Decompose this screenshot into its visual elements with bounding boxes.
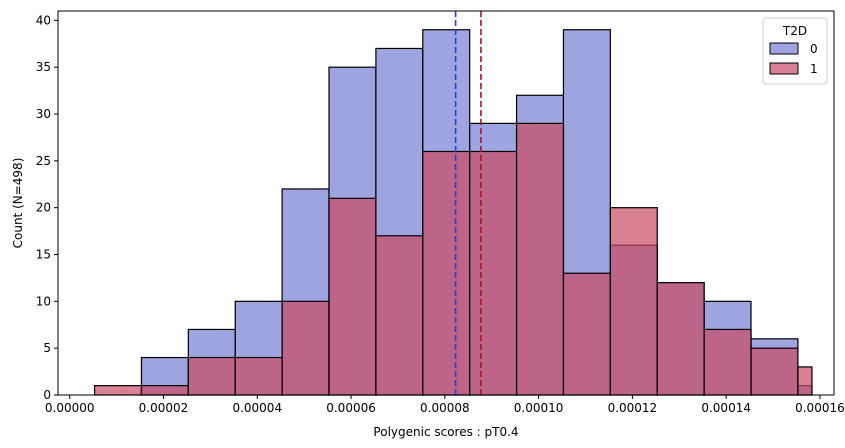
y-tick-label: 30 bbox=[36, 107, 51, 121]
x-tick-label: 0.00006 bbox=[326, 401, 376, 415]
bar-series-1-bin-0 bbox=[93, 385, 143, 396]
legend-title: T2D bbox=[782, 24, 807, 38]
bar-series-1-bin-12 bbox=[656, 282, 705, 396]
bar-series-1-bin-6 bbox=[375, 235, 424, 396]
y-tick-label: 35 bbox=[36, 60, 51, 74]
x-tick-label: 0.00014 bbox=[701, 401, 751, 415]
x-axis-label: Polygenic scores : pT0.4 bbox=[373, 425, 518, 439]
y-tick-label: 25 bbox=[36, 154, 51, 168]
bar-series-1-bin-1 bbox=[140, 385, 189, 396]
x-tick-label: 0.00002 bbox=[139, 401, 189, 415]
bar-series-1-bin-4 bbox=[281, 300, 330, 396]
y-tick-label: 20 bbox=[36, 201, 51, 215]
x-tick-label: 0.00012 bbox=[608, 401, 658, 415]
bar-series-1-bin-2 bbox=[187, 356, 236, 396]
bar-series-1-bin-14 bbox=[750, 347, 799, 396]
bar-series-1-bin-7 bbox=[422, 150, 471, 396]
x-tick-label: 0.00004 bbox=[232, 401, 282, 415]
bars-layer bbox=[93, 29, 813, 396]
bar-series-1-bin-11 bbox=[609, 207, 658, 396]
y-tick-label: 0 bbox=[43, 388, 51, 402]
y-tick-label: 40 bbox=[36, 13, 51, 27]
bar-series-1-bin-9 bbox=[515, 122, 565, 396]
x-tick-label: 0.00010 bbox=[514, 401, 564, 415]
y-tick-label: 5 bbox=[43, 341, 51, 355]
y-axis-ticks: 0 5 10 15 20 25 30 35 40 bbox=[36, 13, 58, 402]
x-axis-ticks: 0.00000 0.00002 0.00004 0.00006 0.00008 0.000… bbox=[45, 395, 845, 415]
legend: T2D 0 1 bbox=[762, 17, 828, 85]
plot-frame bbox=[57, 10, 835, 396]
bar-series-1-bin-15 bbox=[797, 366, 813, 396]
bar-series-1-bin-8 bbox=[469, 150, 518, 396]
bar-series-1-bin-5 bbox=[328, 197, 377, 396]
y-tick-label: 15 bbox=[36, 248, 51, 262]
x-tick-label: 0.00016 bbox=[795, 401, 845, 415]
mean-lines-layer bbox=[454, 11, 482, 395]
y-tick-label: 10 bbox=[36, 294, 51, 308]
legend-swatch-1 bbox=[769, 62, 799, 75]
bar-series-1-bin-10 bbox=[562, 272, 611, 396]
legend-label-0: 0 bbox=[810, 42, 818, 56]
x-tick-label: 0.00008 bbox=[420, 401, 470, 415]
y-axis-label: Count (N=498) bbox=[11, 158, 25, 249]
bar-series-1-bin-13 bbox=[703, 328, 752, 396]
bar-series-1-bin-3 bbox=[234, 356, 283, 396]
x-tick-label: 0.00000 bbox=[45, 401, 95, 415]
legend-label-1: 1 bbox=[810, 62, 818, 76]
legend-swatch-0 bbox=[769, 42, 799, 55]
